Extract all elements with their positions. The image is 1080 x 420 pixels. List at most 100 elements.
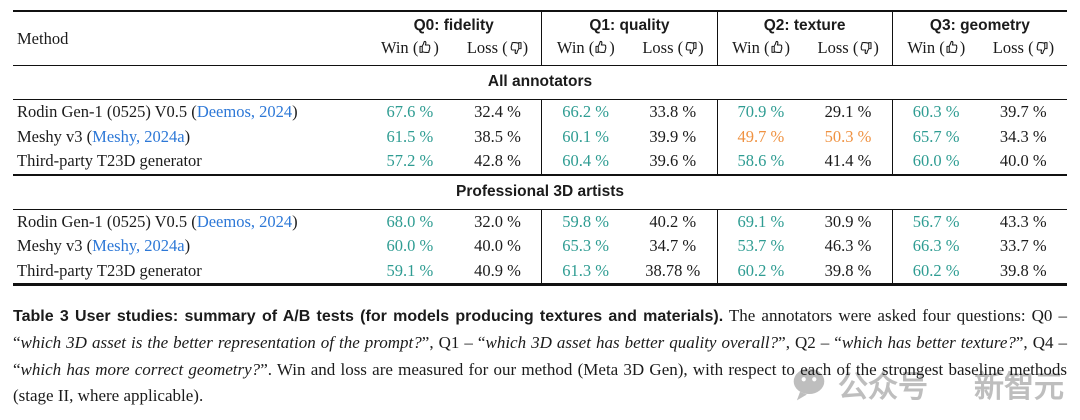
win-header: Win () <box>718 36 805 60</box>
q3-win-value: 60.3 % <box>891 100 980 125</box>
q0-win-value: 67.6 % <box>386 102 434 121</box>
q1-loss-value: 40.2 % <box>649 211 697 231</box>
citation-link[interactable]: Meshy, 2024a <box>92 236 185 255</box>
q1-loss-value: 38.78 % <box>645 260 701 280</box>
q2-loss-value: 39.8 % <box>824 260 872 280</box>
method-suffix: ) <box>292 211 298 231</box>
q0-winloss-header: Win () Loss () <box>366 36 541 60</box>
table-caption: Table 3 User studies: summary of A/B tes… <box>13 303 1067 410</box>
q3-win-value: 65.7 % <box>891 124 980 149</box>
thumbs-up-icon <box>419 40 431 53</box>
method-suffix: ) <box>292 102 298 121</box>
results-table: Method Q0: fidelity Win () Loss () Q1: q… <box>13 10 1067 286</box>
thumbs-up-icon <box>770 40 782 53</box>
table-rule <box>13 99 1067 100</box>
win-header: Win () <box>542 36 629 60</box>
paren: ( <box>677 38 684 57</box>
loss-header: Loss () <box>454 36 542 60</box>
citation-link[interactable]: Meshy, 2024a <box>92 126 185 146</box>
q3-loss-value: 39.8 % <box>999 260 1047 280</box>
paren: ( <box>412 38 419 57</box>
method-name: Rodin Gen-1 (0525) V0.5 ( <box>17 211 197 231</box>
table-row: Rodin Gen-1 (0525) V0.5 (Deemos, 2024) 6… <box>13 100 1067 125</box>
method-name: Rodin Gen-1 (0525) V0.5 ( <box>17 102 197 121</box>
column-group-q3: Q3: geometry Win () Loss () <box>891 12 1067 65</box>
q0-win-value: 60.0 % <box>386 236 434 255</box>
caption-text: The annotators were asked four questions… <box>13 305 1067 353</box>
q0-win-value: 68.0 % <box>386 211 434 231</box>
wechat-watermark: 公众号 新智元 <box>790 362 1064 406</box>
q3-win-value: 56.7 % <box>891 209 980 234</box>
thumbs-up-icon <box>595 40 607 53</box>
win-label: Win <box>907 38 936 57</box>
q0-loss-value: 32.4 % <box>474 102 521 121</box>
method-name: Third-party T23D generator <box>17 151 202 170</box>
method-cell: Rodin Gen-1 (0525) V0.5 (Deemos, 2024) <box>13 100 366 125</box>
thumbs-down-icon <box>510 42 522 55</box>
q0-loss-value: 40.0 % <box>474 236 521 255</box>
wechat-icon <box>793 368 825 401</box>
paren: ( <box>939 38 945 57</box>
q1-win-value: 66.2 % <box>541 100 629 125</box>
caption-q0-quote: which 3D asset is the better representat… <box>20 333 422 352</box>
q2-win-value: 60.2 % <box>716 258 805 283</box>
q1-winloss-header: Win () Loss () <box>542 36 716 60</box>
win-header: Win () <box>366 36 454 60</box>
q3-win-value: 66.3 % <box>891 234 980 259</box>
table-rule <box>13 173 1067 176</box>
loss-header: Loss () <box>629 36 716 60</box>
table-row: Third-party T23D generator 59.1 % 40.9 %… <box>13 258 1067 284</box>
column-group-q2: Q2: texture Win () Loss () <box>716 12 892 65</box>
loss-label: Loss <box>992 38 1024 57</box>
table-header-row: Method Q0: fidelity Win () Loss () Q1: q… <box>13 12 1067 65</box>
q1-win-value: 59.8 % <box>541 209 629 234</box>
q1-loss-value: 39.6 % <box>649 151 697 170</box>
table-rule-bottom <box>13 283 1067 286</box>
thumbs-up-icon <box>946 40 958 53</box>
paren: ) <box>784 38 791 57</box>
method-cell: Rodin Gen-1 (0525) V0.5 (Deemos, 2024) <box>13 210 366 235</box>
table-rule-top <box>13 10 1067 12</box>
win-label: Win <box>380 38 409 57</box>
thumbs-down-icon <box>685 42 697 55</box>
q1-loss-value: 34.7 % <box>649 236 697 255</box>
q2-loss-value: 50.3 % <box>824 126 872 146</box>
paren: ) <box>609 38 615 57</box>
win-label: Win <box>556 38 585 57</box>
paren: ( <box>588 38 595 57</box>
loss-header: Loss () <box>980 36 1067 60</box>
q0-loss-value: 32.0 % <box>474 211 521 231</box>
citation-link[interactable]: Deemos, 2024 <box>196 102 293 121</box>
method-suffix: ) <box>184 236 191 255</box>
q2-win-value: 53.7 % <box>716 234 805 259</box>
q0-group-label: Q0: fidelity <box>413 17 494 34</box>
q3-loss-value: 43.3 % <box>999 211 1047 231</box>
q1-win-value: 60.4 % <box>541 149 629 174</box>
q2-loss-value: 29.1 % <box>824 102 872 121</box>
q1-loss-value: 33.8 % <box>649 102 697 121</box>
q0-win-value: 61.5 % <box>386 126 434 146</box>
thumbs-down-icon <box>860 42 872 55</box>
watermark-text: 公众号 <box>838 371 928 404</box>
q2-win-value: 69.1 % <box>716 209 805 234</box>
method-cell: Third-party T23D generator <box>13 259 366 284</box>
method-cell: Meshy v3 (Meshy, 2024a) <box>13 234 366 259</box>
caption-bold-label: Table 3 User studies: summary of A/B tes… <box>13 307 724 325</box>
q3-loss-value: 39.7 % <box>999 102 1047 121</box>
thumbs-down-icon <box>1036 42 1048 55</box>
table-row: Rodin Gen-1 (0525) V0.5 (Deemos, 2024) 6… <box>13 209 1067 235</box>
caption-q1-quote: which 3D asset has better quality overal… <box>485 333 779 352</box>
caption-text: ”, Q2 – “ <box>778 333 842 352</box>
table-rule <box>13 208 1067 210</box>
q2-winloss-header: Win () Loss () <box>718 36 892 60</box>
column-group-q1: Q1: quality Win () Loss () <box>541 12 716 65</box>
method-cell: Third-party T23D generator <box>13 149 366 174</box>
citation-link[interactable]: Deemos, 2024 <box>196 211 293 231</box>
paren: ( <box>502 38 508 57</box>
q1-win-value: 65.3 % <box>541 234 629 259</box>
watermark-text: 新智元 <box>974 371 1064 404</box>
q1-win-value: 61.3 % <box>541 258 629 283</box>
loss-label: Loss <box>642 38 674 57</box>
paren: ) <box>522 38 529 57</box>
q1-group-label: Q1: quality <box>589 17 670 34</box>
